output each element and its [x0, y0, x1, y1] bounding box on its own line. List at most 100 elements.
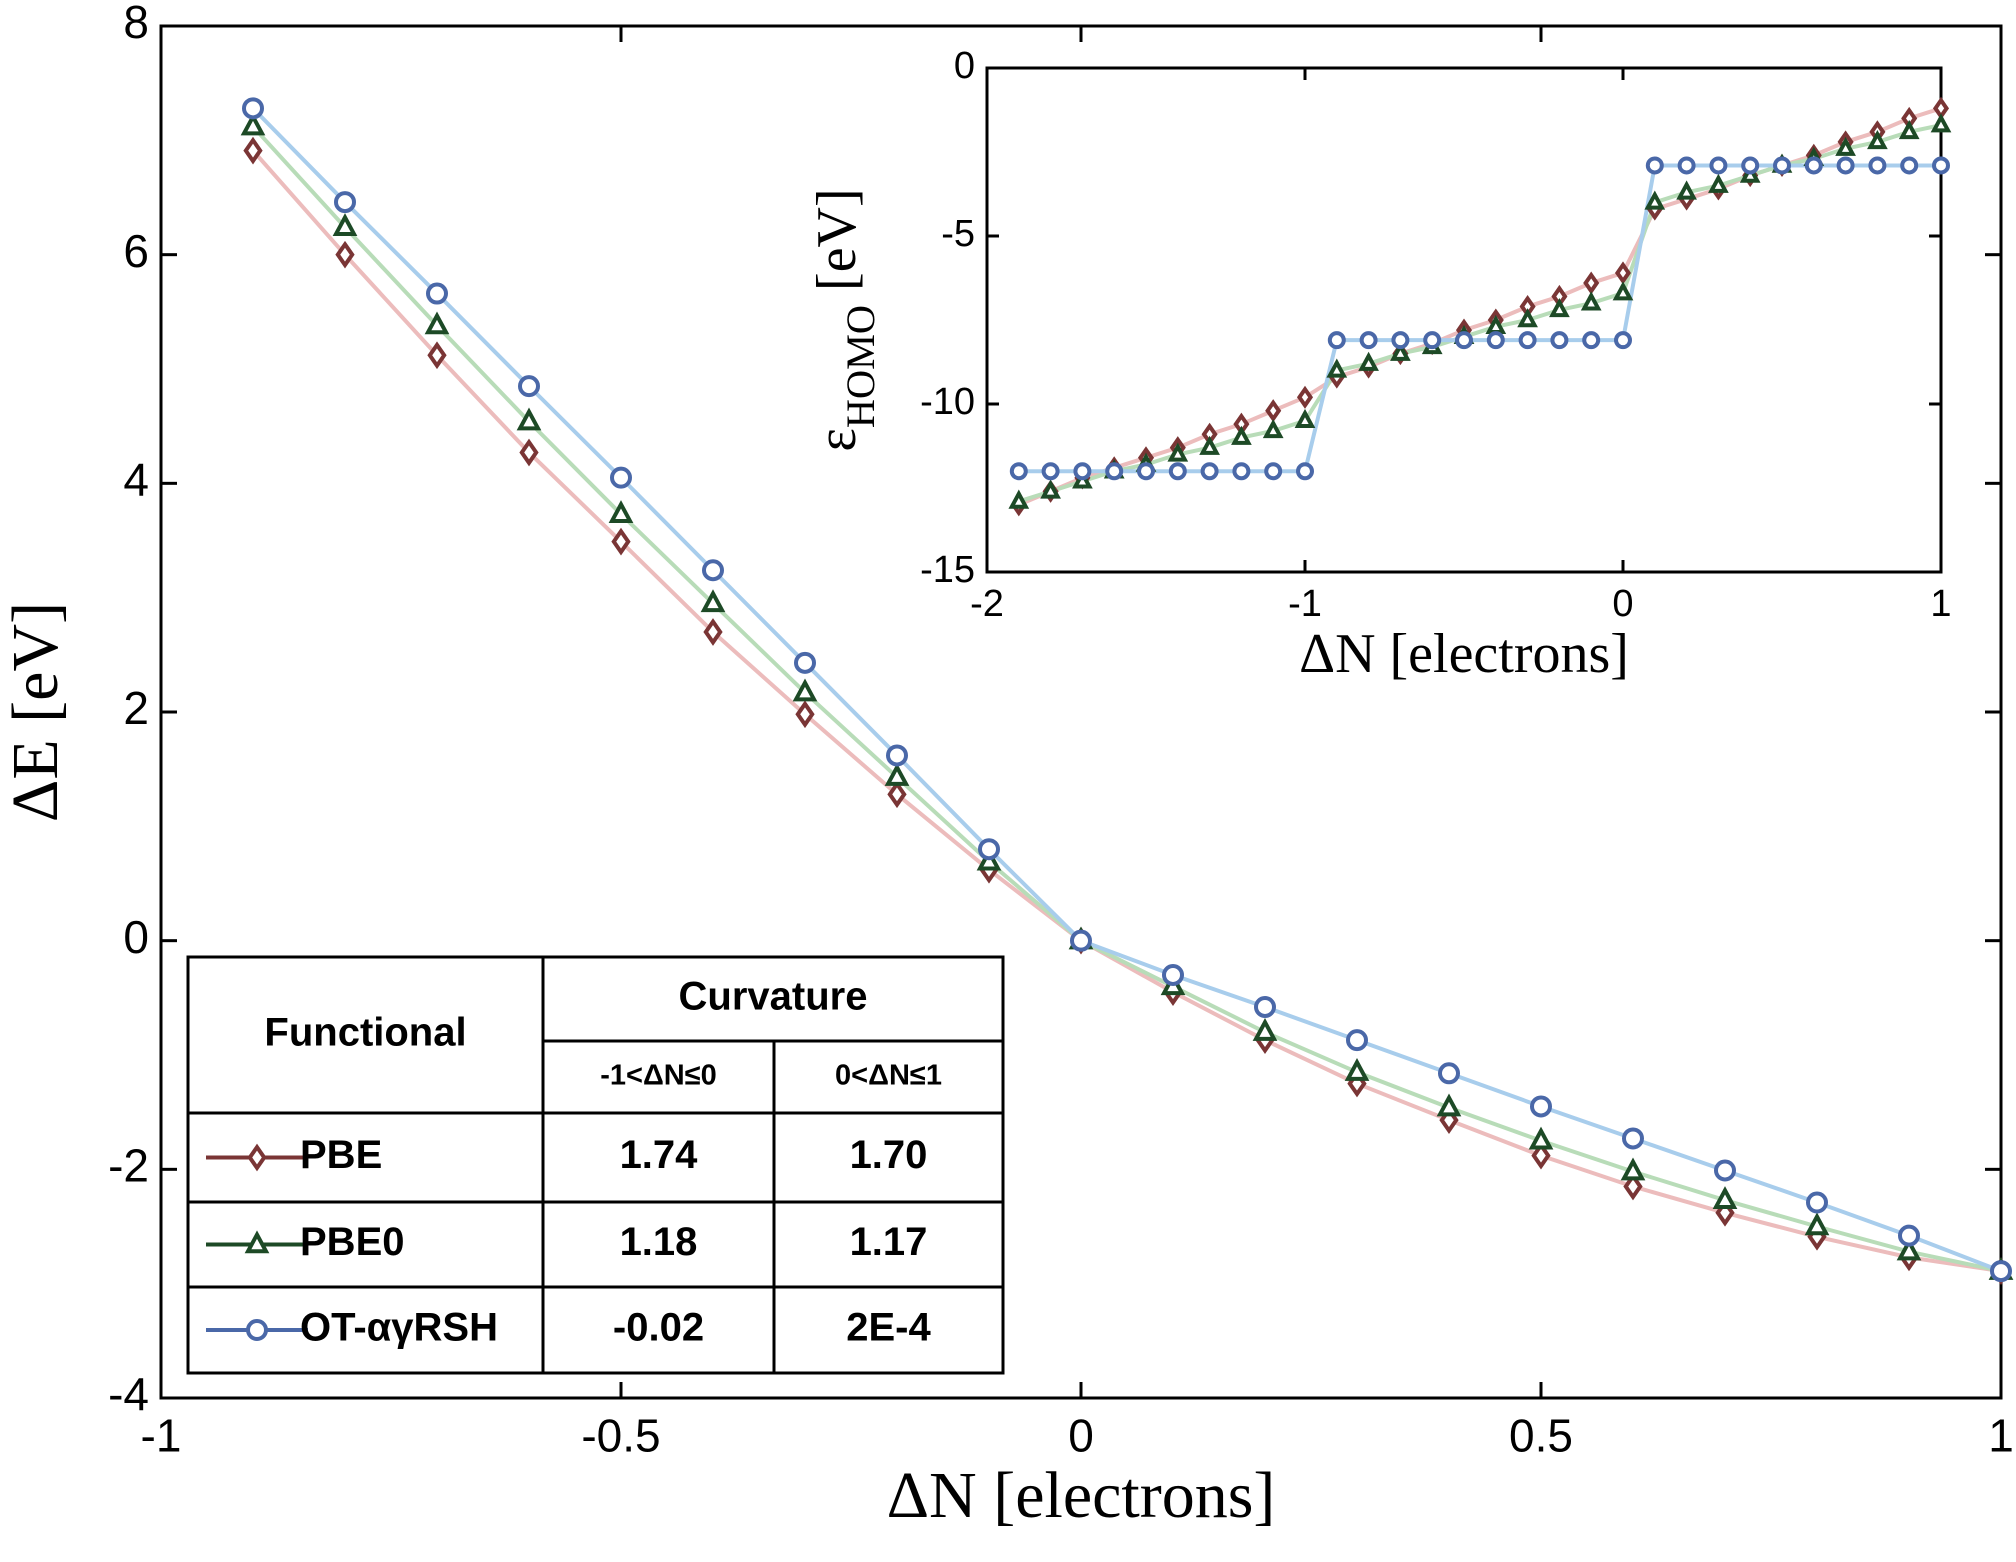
marker: [1622, 1127, 1644, 1150]
marker: [1168, 462, 1187, 481]
legend-marker: [246, 1319, 268, 1341]
y-tick-label: 2: [123, 682, 149, 734]
x-tick-label: 0: [1068, 1410, 1094, 1462]
legend-marker: [247, 1143, 267, 1172]
marker: [1709, 156, 1728, 175]
marker: [1644, 190, 1666, 210]
legend-label: PBE0: [300, 1220, 405, 1264]
marker: [1676, 180, 1697, 200]
marker: [1550, 331, 1569, 350]
marker: [1930, 113, 1952, 133]
marker: [334, 191, 356, 214]
y-axis-label-part: HOMO: [838, 305, 883, 428]
marker: [795, 700, 815, 729]
marker: [1137, 462, 1155, 481]
y-tick-label: 8: [123, 0, 149, 48]
marker: [1836, 156, 1855, 175]
marker: [1041, 462, 1060, 481]
y-tick-label: -5: [941, 213, 975, 255]
marker: [1645, 156, 1664, 175]
marker: [1549, 298, 1570, 318]
marker: [1623, 1172, 1643, 1201]
marker: [1898, 119, 1920, 140]
marker: [792, 678, 818, 702]
x-tick-label: 0: [1612, 583, 1633, 625]
marker: [1530, 1095, 1552, 1118]
marker: [1200, 462, 1219, 481]
marker: [1105, 462, 1124, 481]
legend-label: OT-αγRSH: [300, 1306, 498, 1350]
marker: [519, 438, 539, 467]
marker: [1327, 331, 1346, 350]
table-header: Functional: [264, 1011, 466, 1055]
table-cell: 2E-4: [846, 1306, 931, 1350]
marker: [1712, 1186, 1738, 1209]
marker: [1583, 271, 1600, 295]
marker: [1009, 462, 1028, 481]
marker: [242, 97, 264, 120]
marker: [884, 763, 910, 786]
marker: [1900, 156, 1919, 175]
marker: [1436, 1093, 1462, 1117]
marker: [700, 589, 726, 613]
marker: [1741, 156, 1760, 175]
table-group-header: Curvature: [679, 975, 868, 1019]
marker: [1346, 1029, 1368, 1052]
marker: [1344, 1058, 1370, 1081]
marker: [978, 838, 1000, 861]
marker: [1708, 173, 1729, 193]
marker: [1231, 425, 1252, 445]
marker: [335, 240, 355, 269]
marker: [1804, 1212, 1830, 1236]
marker: [703, 618, 723, 646]
marker: [1455, 331, 1473, 350]
marker: [1714, 1159, 1736, 1182]
marker: [1326, 358, 1348, 378]
table-cell: 1.17: [850, 1220, 928, 1264]
marker: [1517, 308, 1538, 328]
marker: [1264, 462, 1283, 481]
marker: [243, 136, 263, 165]
marker: [1804, 156, 1823, 175]
marker: [1232, 462, 1251, 481]
y-tick-label: 0: [954, 45, 975, 87]
marker: [1620, 1157, 1646, 1181]
marker: [1677, 156, 1696, 175]
marker: [426, 282, 448, 305]
x-tick-label: 0.5: [1509, 1410, 1573, 1462]
x-tick-label: 1: [1988, 1410, 2014, 1462]
marker: [1296, 385, 1314, 409]
y-tick-label: -15: [920, 549, 975, 591]
marker: [1265, 399, 1282, 423]
y-tick-label: 6: [123, 225, 149, 277]
series-line: [251, 149, 2002, 1274]
marker: [1070, 929, 1092, 952]
marker: [1715, 1198, 1735, 1227]
table-cell: 1.74: [620, 1133, 699, 1177]
marker: [1835, 136, 1856, 156]
marker: [1531, 1141, 1551, 1170]
series-line: [251, 125, 2002, 1274]
marker: [1391, 331, 1410, 350]
marker: [976, 847, 1002, 871]
marker: [1867, 130, 1888, 150]
x-axis-label: ΔN [electrons]: [887, 1459, 1276, 1532]
x-tick-label: -0.5: [581, 1410, 660, 1462]
marker: [1390, 341, 1411, 361]
marker: [1896, 1237, 1922, 1261]
marker: [1614, 331, 1632, 350]
x-axis-label: ΔN [electrons]: [1299, 623, 1629, 685]
marker: [702, 559, 724, 582]
y-tick-label: -10: [920, 381, 975, 423]
marker: [1262, 418, 1284, 439]
y-tick-label: 0: [123, 911, 149, 963]
marker: [1528, 1126, 1554, 1150]
marker: [886, 744, 908, 767]
marker: [1359, 331, 1378, 350]
legend-label: PBE: [300, 1133, 382, 1177]
x-tick-label: -1: [1288, 583, 1322, 625]
marker: [1898, 1224, 1920, 1247]
marker: [1773, 156, 1791, 175]
marker: [1580, 291, 1602, 311]
